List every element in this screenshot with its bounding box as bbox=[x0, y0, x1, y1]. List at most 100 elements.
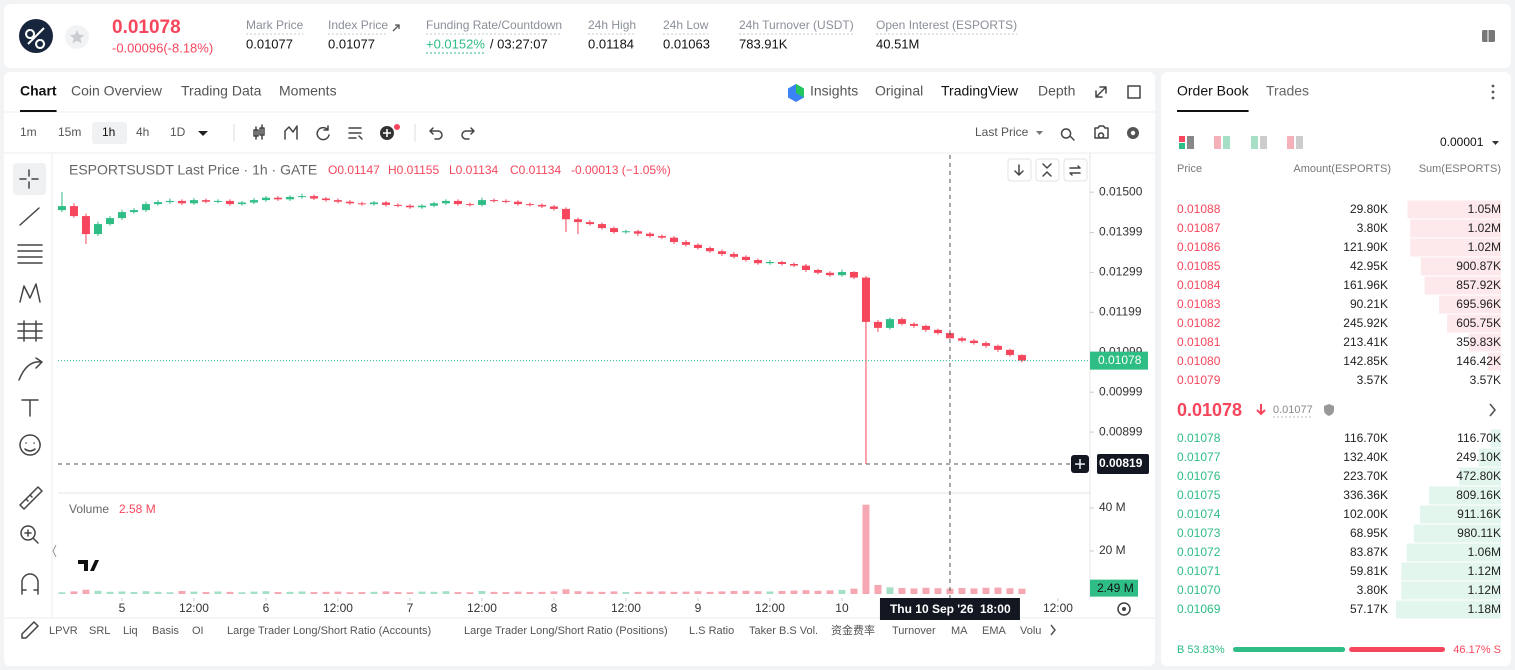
interval[interactable]: 15m bbox=[58, 125, 81, 139]
candle-type-button[interactable] bbox=[253, 124, 265, 140]
favorite-button[interactable] bbox=[65, 25, 89, 49]
trend-line-tool[interactable] bbox=[19, 207, 40, 226]
volume-bar bbox=[226, 591, 234, 594]
crosshair-plus[interactable] bbox=[1075, 459, 1085, 470]
fib-tool[interactable] bbox=[17, 244, 43, 264]
increment-dropdown[interactable] bbox=[1492, 141, 1499, 145]
interval[interactable]: 1D bbox=[170, 125, 186, 139]
view-tab[interactable]: Original bbox=[875, 83, 923, 99]
book-price[interactable]: 0.01080 bbox=[1177, 354, 1221, 368]
tradingview-logo bbox=[74, 551, 104, 581]
layout-both[interactable] bbox=[1179, 136, 1194, 149]
expand-button[interactable] bbox=[1095, 86, 1107, 98]
book-price[interactable]: 0.01074 bbox=[1177, 507, 1221, 521]
magnet-tool[interactable] bbox=[21, 573, 39, 595]
interval-dropdown[interactable] bbox=[198, 131, 208, 136]
text-tool[interactable] bbox=[21, 399, 39, 417]
interval[interactable]: 1m bbox=[20, 125, 37, 139]
book-price[interactable]: 0.01072 bbox=[1177, 545, 1221, 559]
indicator-tab[interactable]: Taker B.S Vol. bbox=[749, 625, 818, 637]
brush-tool[interactable] bbox=[18, 357, 43, 381]
trades-tab[interactable]: Trades bbox=[1266, 83, 1309, 99]
search-button[interactable] bbox=[1060, 128, 1075, 141]
alert-button[interactable] bbox=[348, 127, 363, 140]
indicator-tab[interactable]: L.S Ratio bbox=[689, 625, 734, 637]
more-dot[interactable] bbox=[1491, 90, 1495, 94]
book-price[interactable]: 0.01073 bbox=[1177, 526, 1221, 540]
interval[interactable]: 1h bbox=[102, 125, 115, 139]
book-price[interactable]: 0.01084 bbox=[1177, 278, 1221, 292]
book-price[interactable]: 0.01071 bbox=[1177, 564, 1221, 578]
layout-bids[interactable] bbox=[1251, 136, 1267, 149]
book-price[interactable]: 0.01069 bbox=[1177, 602, 1221, 616]
chart-tab[interactable]: Trading Data bbox=[181, 83, 262, 99]
indicator-tab[interactable]: Volu bbox=[1020, 625, 1041, 637]
collapse-tools[interactable] bbox=[52, 544, 57, 558]
indicator-tab[interactable]: MA bbox=[951, 625, 968, 637]
spread-price: 0.01078 bbox=[1177, 400, 1242, 420]
price-type-dropdown[interactable] bbox=[1036, 131, 1043, 135]
undo-button[interactable] bbox=[429, 127, 443, 140]
settings-button[interactable] bbox=[1127, 127, 1139, 139]
chart-tab[interactable]: Chart bbox=[20, 83, 57, 99]
indicator-tab[interactable]: LPVR bbox=[49, 625, 78, 637]
pattern-tool[interactable] bbox=[19, 283, 41, 303]
measure-tool[interactable] bbox=[19, 486, 43, 510]
projection-tool[interactable] bbox=[17, 320, 43, 342]
indicator-tab[interactable]: Large Trader Long/Short Ratio (Positions… bbox=[464, 625, 668, 637]
more-trades[interactable] bbox=[1489, 403, 1497, 417]
book-price[interactable]: 0.01087 bbox=[1177, 221, 1221, 235]
legend-buttons[interactable] bbox=[1007, 158, 1088, 182]
layout-asks[interactable] bbox=[1287, 136, 1303, 149]
indicator-tab[interactable]: Basis bbox=[152, 625, 179, 637]
chart-tab[interactable]: Coin Overview bbox=[71, 83, 163, 99]
indicator-tab[interactable]: 资金费率 bbox=[831, 623, 875, 637]
book-price[interactable]: 0.01081 bbox=[1177, 335, 1221, 349]
replay-button[interactable] bbox=[316, 125, 330, 141]
redo-button[interactable] bbox=[461, 127, 475, 140]
layout-split[interactable] bbox=[1214, 136, 1230, 149]
book-price[interactable]: 0.01088 bbox=[1177, 202, 1221, 216]
book-price[interactable]: 0.01083 bbox=[1177, 297, 1221, 311]
indicator-tab[interactable]: SRL bbox=[89, 625, 110, 637]
reset-scale-button[interactable] bbox=[1117, 602, 1131, 616]
interval[interactable]: 4h bbox=[136, 125, 149, 139]
view-tab[interactable]: TradingView bbox=[941, 83, 1019, 99]
order-book-tab[interactable]: Order Book bbox=[1177, 83, 1250, 99]
screenshot-button[interactable] bbox=[1094, 125, 1109, 139]
book-price[interactable]: 0.01086 bbox=[1177, 240, 1221, 254]
indicator-tab[interactable]: Turnover bbox=[892, 625, 936, 637]
book-price[interactable]: 0.01085 bbox=[1177, 259, 1221, 273]
price-type[interactable]: Last Price bbox=[975, 125, 1029, 139]
more-dot[interactable] bbox=[1491, 84, 1495, 88]
zoom-tool[interactable] bbox=[20, 525, 39, 544]
crosshair-tool[interactable] bbox=[19, 169, 39, 189]
notes-button[interactable] bbox=[1482, 30, 1495, 42]
volume-bar bbox=[106, 591, 114, 594]
book-price[interactable]: 0.01079 bbox=[1177, 373, 1221, 387]
emoji-tool[interactable] bbox=[19, 434, 41, 456]
volume-bar bbox=[70, 591, 78, 594]
add-indicator-button[interactable] bbox=[380, 124, 400, 140]
book-price[interactable]: 0.01075 bbox=[1177, 488, 1221, 502]
indicators-next[interactable] bbox=[1050, 624, 1056, 636]
book-price[interactable]: 0.01076 bbox=[1177, 469, 1221, 483]
volume-bar bbox=[802, 590, 810, 594]
view-tab[interactable]: Insights bbox=[810, 83, 858, 99]
indicator-tab[interactable]: OI bbox=[192, 625, 204, 637]
indicator-tab[interactable]: Large Trader Long/Short Ratio (Accounts) bbox=[227, 625, 431, 637]
indicator-tab[interactable]: EMA bbox=[982, 625, 1007, 637]
book-price[interactable]: 0.01077 bbox=[1177, 450, 1221, 464]
more-dot[interactable] bbox=[1491, 96, 1495, 100]
book-price[interactable]: 0.01078 bbox=[1177, 431, 1221, 445]
chart-tab[interactable]: Moments bbox=[279, 83, 337, 99]
volume-bar bbox=[346, 592, 354, 594]
indicator-tab[interactable]: Liq bbox=[123, 625, 138, 637]
pencil-tool[interactable] bbox=[21, 621, 39, 639]
view-tab[interactable]: Depth bbox=[1038, 83, 1075, 99]
increment[interactable]: 0.00001 bbox=[1440, 135, 1484, 149]
book-price[interactable]: 0.01082 bbox=[1177, 316, 1221, 330]
book-price[interactable]: 0.01070 bbox=[1177, 583, 1221, 597]
window-button[interactable] bbox=[1127, 85, 1141, 99]
indicators-button[interactable] bbox=[284, 125, 298, 140]
